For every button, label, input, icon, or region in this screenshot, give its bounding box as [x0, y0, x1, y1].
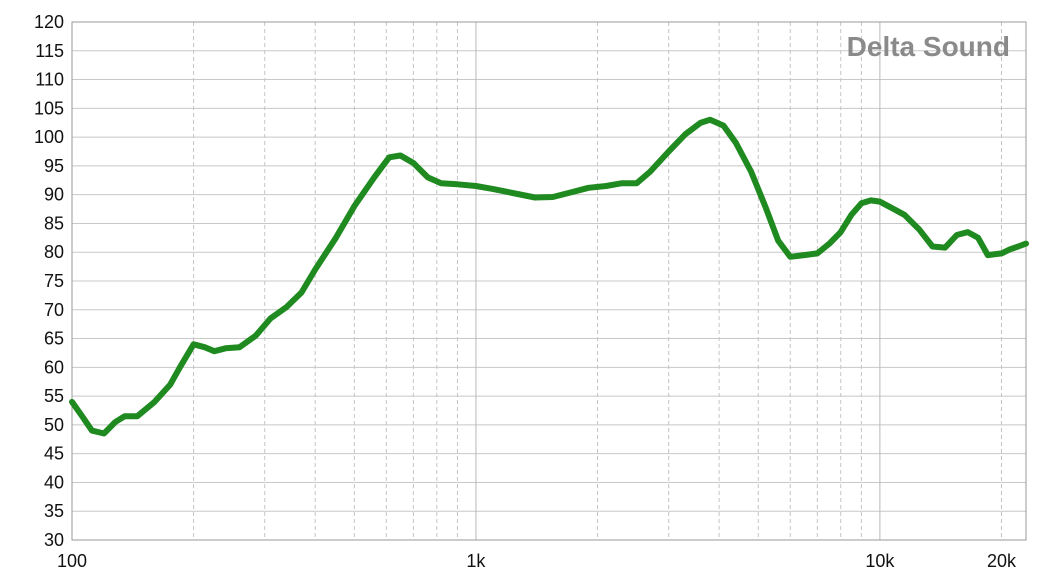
y-tick-label: 50 — [44, 415, 64, 435]
grid-layer — [71, 21, 1026, 541]
y-tick-label: 85 — [44, 213, 64, 233]
y-tick-label: 120 — [34, 12, 64, 32]
y-tick-label: 115 — [35, 41, 64, 61]
brand-watermark: Delta Sound — [847, 31, 1010, 62]
y-tick-label: 30 — [44, 530, 64, 550]
y-tick-label: 60 — [44, 357, 64, 377]
series-line-0 — [69, 116, 1029, 437]
x-tick-label: 10k — [865, 551, 895, 571]
y-tick-label: 80 — [44, 242, 64, 262]
y-tick-label: 110 — [35, 70, 64, 90]
plot-area-frame — [71, 21, 1027, 541]
y-tick-label: 55 — [44, 386, 64, 406]
x-tick-label: 1k — [466, 551, 486, 571]
y-tick-label: 105 — [34, 98, 64, 118]
y-tick-label: 75 — [44, 271, 64, 291]
y-tick-label: 90 — [44, 185, 64, 205]
x-tick-label: 100 — [57, 551, 87, 571]
y-tick-label: 35 — [44, 501, 64, 521]
y-tick-label: 45 — [44, 444, 64, 464]
y-tick-label: 100 — [34, 127, 64, 147]
y-tick-label: 70 — [44, 300, 64, 320]
y-tick-label: 40 — [44, 472, 64, 492]
y-tick-label: 95 — [44, 156, 64, 176]
y-axis-ticks: 30 35 40 45 50 55 60 65 70 75 80 85 90 95 100 105 110 115… — [34, 12, 64, 550]
x-axis-ticks: 100 1k 10k 20k — [57, 551, 1017, 571]
y-tick-label: 65 — [44, 329, 64, 349]
series-layer — [69, 116, 1029, 437]
x-tick-label: 20k — [987, 551, 1017, 571]
